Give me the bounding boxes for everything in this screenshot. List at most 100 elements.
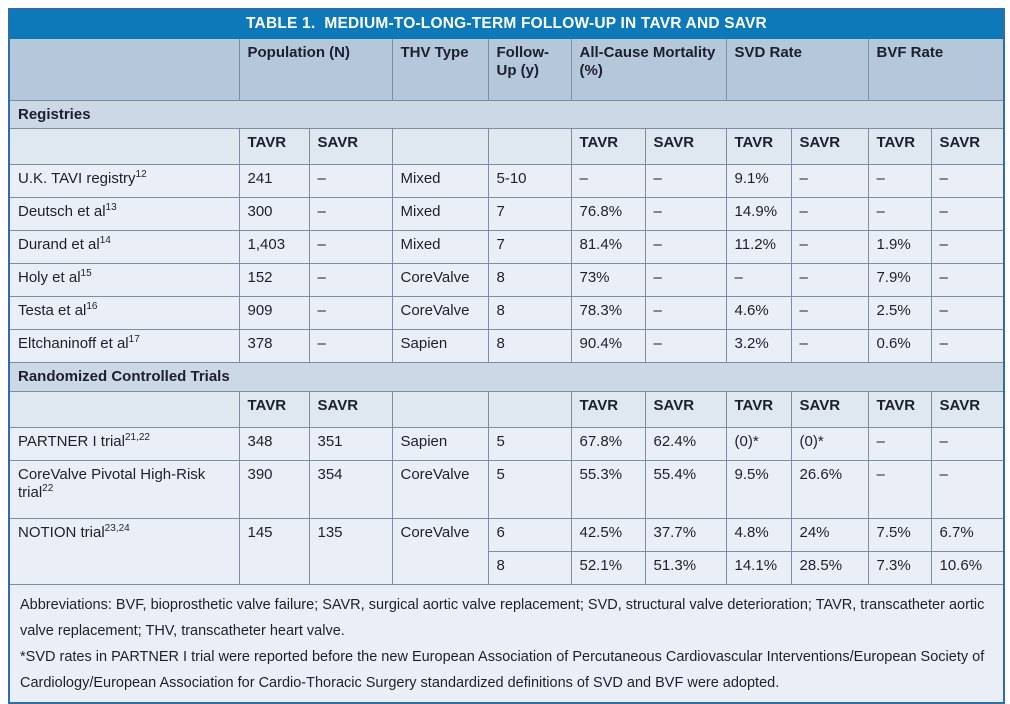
cell-svd-tavr: 9.5% xyxy=(725,459,792,519)
reference-superscript: 23,24 xyxy=(104,522,130,534)
row-partner-i-trial: PARTNER I trial21,22 348 351 Sapien 5 67… xyxy=(8,426,1005,461)
row-label: Testa et al16 xyxy=(8,296,240,331)
subheader-row-registries: TAVR SAVR TAVR SAVR TAVR SAVR TAVR SAVR xyxy=(8,128,1005,166)
col-header-svd-rate: SVD Rate xyxy=(725,37,869,101)
row-label: U.K. TAVI registry12 xyxy=(8,164,240,199)
cell-svd-savr: – xyxy=(790,329,869,364)
cell-population-tavr: 152 xyxy=(238,263,310,298)
cell-population-tavr: 241 xyxy=(238,164,310,199)
study-name: Eltchaninoff et al xyxy=(18,335,129,353)
cell-thv-type: CoreValve xyxy=(391,517,489,585)
subheader-blank xyxy=(487,128,572,166)
cell-bvf-tavr: – xyxy=(867,164,932,199)
cell-population-tavr: 1,403 xyxy=(238,230,310,265)
row-label: Durand et al14 xyxy=(8,230,240,265)
section-row-rct: Randomized Controlled Trials xyxy=(8,362,1005,392)
svd-asterisk-note: *SVD rates in PARTNER I trial were repor… xyxy=(20,648,985,691)
cell-mortality-tavr: 67.8% xyxy=(570,426,646,461)
cell-bvf-savr: 10.6% xyxy=(930,550,1005,585)
cell-mortality-tavr: 73% xyxy=(570,263,646,298)
cell-svd-tavr: 4.6% xyxy=(725,296,792,331)
cell-bvf-tavr: 7.5% xyxy=(867,517,932,552)
cell-thv-type: Mixed xyxy=(391,197,489,232)
cell-mortality-savr: 51.3% xyxy=(644,550,727,585)
row-label: Eltchaninoff et al17 xyxy=(8,329,240,364)
cell-population-tavr: 300 xyxy=(238,197,310,232)
cell-bvf-tavr: – xyxy=(867,197,932,232)
cell-svd-tavr: 14.9% xyxy=(725,197,792,232)
col-header-follow-up: Follow-Up (y) xyxy=(487,37,572,101)
cell-svd-savr: – xyxy=(790,197,869,232)
cell-bvf-savr: – xyxy=(930,263,1005,298)
cell-svd-savr: 26.6% xyxy=(790,459,869,519)
cell-bvf-tavr: 0.6% xyxy=(867,329,932,364)
cell-mortality-savr: – xyxy=(644,329,727,364)
section-row-registries: Registries xyxy=(8,99,1005,130)
subheader-savr: SAVR xyxy=(644,128,727,166)
cell-mortality-savr: – xyxy=(644,263,727,298)
cell-svd-savr: – xyxy=(790,296,869,331)
cell-bvf-savr: – xyxy=(930,164,1005,199)
cell-population-savr: – xyxy=(308,164,393,199)
cell-thv-type: Mixed xyxy=(391,164,489,199)
cell-svd-savr: – xyxy=(790,230,869,265)
cell-bvf-savr: – xyxy=(930,296,1005,331)
cell-mortality-savr: 62.4% xyxy=(644,426,727,461)
cell-thv-type: Mixed xyxy=(391,230,489,265)
row-holy: Holy et al15 152 – CoreValve 8 73% – – –… xyxy=(8,263,1005,298)
subheader-row-rct: TAVR SAVR TAVR SAVR TAVR SAVR TAVR SAVR xyxy=(8,390,1005,428)
subheader-tavr: TAVR xyxy=(238,390,310,428)
subheader-tavr: TAVR xyxy=(238,128,310,166)
subheader-blank xyxy=(8,390,240,428)
section-heading-registries: Registries xyxy=(8,99,1005,130)
cell-bvf-tavr: – xyxy=(867,426,932,461)
study-name: NOTION trial xyxy=(18,523,105,541)
study-name: Holy et al xyxy=(18,269,81,287)
cell-thv-type: CoreValve xyxy=(391,459,489,519)
reference-superscript: 16 xyxy=(86,301,98,313)
subheader-blank xyxy=(487,390,572,428)
subheader-tavr: TAVR xyxy=(725,128,792,166)
row-label: CoreValve Pivotal High-Risk trial22 xyxy=(8,459,240,519)
cell-bvf-tavr: 7.3% xyxy=(867,550,932,585)
reference-superscript: 21,22 xyxy=(124,431,150,443)
cell-svd-tavr: 11.2% xyxy=(725,230,792,265)
study-name: Durand et al xyxy=(18,236,100,254)
cell-mortality-savr: – xyxy=(644,164,727,199)
subheader-tavr: TAVR xyxy=(725,390,792,428)
title-row: TABLE 1. MEDIUM-TO-LONG-TERM FOLLOW-UP I… xyxy=(8,8,1005,39)
table-footnotes: Abbreviations: BVF, bioprosthetic valve … xyxy=(8,583,1005,704)
cell-population-tavr: 348 xyxy=(238,426,310,461)
cell-bvf-savr: – xyxy=(930,426,1005,461)
col-header-thv-type: THV Type xyxy=(391,37,489,101)
cell-population-tavr: 145 xyxy=(238,517,310,585)
cell-mortality-tavr: 42.5% xyxy=(570,517,646,552)
subheader-blank xyxy=(8,128,240,166)
subheader-savr: SAVR xyxy=(790,390,869,428)
cell-population-savr: 354 xyxy=(308,459,393,519)
cell-follow-up: 7 xyxy=(487,197,572,232)
reference-superscript: 13 xyxy=(105,202,117,214)
study-name: CoreValve Pivotal High-Risk trial xyxy=(18,465,206,501)
study-name: Testa et al xyxy=(18,302,87,320)
cell-mortality-tavr: 55.3% xyxy=(570,459,646,519)
cell-svd-savr: 24% xyxy=(790,517,869,552)
cell-thv-type: Sapien xyxy=(391,329,489,364)
row-label: PARTNER I trial21,22 xyxy=(8,426,240,461)
follow-up-table: TABLE 1. MEDIUM-TO-LONG-TERM FOLLOW-UP I… xyxy=(8,8,1005,704)
cell-svd-tavr: – xyxy=(725,263,792,298)
cell-bvf-tavr: 1.9% xyxy=(867,230,932,265)
cell-follow-up: 5 xyxy=(487,459,572,519)
cell-follow-up: 5 xyxy=(487,426,572,461)
cell-thv-type: CoreValve xyxy=(391,263,489,298)
cell-svd-savr: – xyxy=(790,263,869,298)
footer-row: Abbreviations: BVF, bioprosthetic valve … xyxy=(8,583,1005,704)
cell-bvf-savr: – xyxy=(930,459,1005,519)
cell-svd-tavr: (0)* xyxy=(725,426,792,461)
section-heading-rct: Randomized Controlled Trials xyxy=(8,362,1005,392)
col-header-population: Population (N) xyxy=(238,37,393,101)
cell-mortality-tavr: 52.1% xyxy=(570,550,646,585)
cell-follow-up: 6 xyxy=(487,517,572,552)
cell-thv-type: CoreValve xyxy=(391,296,489,331)
cell-mortality-savr: – xyxy=(644,230,727,265)
